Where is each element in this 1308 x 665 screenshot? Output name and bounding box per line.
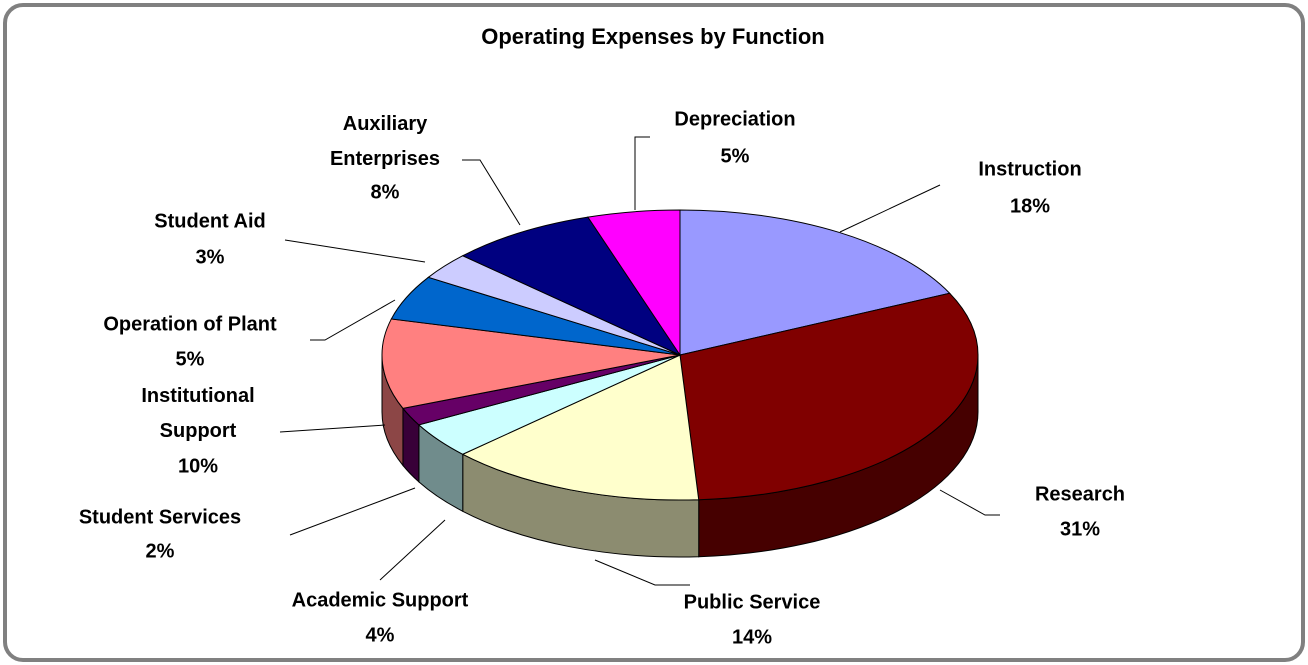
leader-line bbox=[634, 136, 650, 210]
slice-percent: 31% bbox=[1059, 518, 1101, 541]
leader-line bbox=[594, 559, 690, 586]
leader-line bbox=[279, 424, 386, 433]
slice-percent: 5% bbox=[175, 348, 205, 371]
slice-label: Operation of Plant bbox=[103, 313, 277, 336]
leader-line bbox=[289, 487, 416, 536]
slice bbox=[679, 209, 951, 356]
slice-percent: 5% bbox=[720, 145, 750, 168]
slice bbox=[461, 216, 682, 357]
slice-percent: 8% bbox=[370, 181, 400, 204]
slice bbox=[461, 354, 700, 501]
slice-percent: 3% bbox=[195, 246, 225, 269]
slice-label: Instruction bbox=[978, 158, 1082, 181]
leader-line bbox=[462, 159, 521, 226]
chart-title: Operating Expenses by Function bbox=[481, 24, 825, 49]
slice bbox=[679, 292, 979, 501]
slice-percent: 18% bbox=[1009, 195, 1051, 218]
slice bbox=[381, 318, 681, 409]
slice-label: Depreciation bbox=[674, 108, 796, 131]
slice-label: Research bbox=[1034, 483, 1126, 506]
slice-percent: 2% bbox=[145, 540, 175, 563]
leader-line bbox=[379, 519, 446, 581]
leader-line bbox=[310, 299, 396, 341]
slice-percent: 4% bbox=[365, 624, 395, 647]
slice-label: Auxiliary Enterprises bbox=[329, 113, 441, 170]
slice-percent: 14% bbox=[731, 626, 773, 649]
leader-line bbox=[284, 239, 426, 263]
leader-line bbox=[939, 489, 1000, 516]
slice-percent: 10% bbox=[177, 455, 219, 478]
slice-label: Student Aid bbox=[154, 210, 266, 233]
slice-label: Public Service bbox=[683, 591, 821, 614]
slice-label: Institutional Support bbox=[141, 385, 255, 442]
slice-label: Academic Support bbox=[291, 589, 469, 612]
slice-label: Student Services bbox=[78, 506, 242, 529]
leader-line bbox=[839, 184, 941, 233]
slice bbox=[587, 209, 681, 357]
